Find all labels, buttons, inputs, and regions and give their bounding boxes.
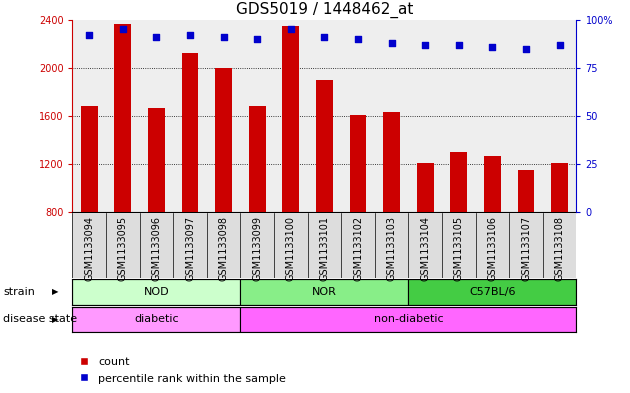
Text: non-diabetic: non-diabetic [374,314,444,324]
Title: GDS5019 / 1448462_at: GDS5019 / 1448462_at [236,2,413,18]
Text: NOR: NOR [312,287,337,297]
Point [219,34,229,40]
Bar [518,170,534,212]
Bar [72,307,241,332]
Text: GSM1133108: GSM1133108 [554,216,564,281]
Bar [282,26,299,212]
Bar [484,156,501,212]
Text: GSM1133107: GSM1133107 [521,216,531,281]
Bar [241,279,408,305]
Text: NOD: NOD [144,287,169,297]
Bar [241,307,576,332]
Point [286,26,296,32]
Point [84,32,94,38]
Text: GSM1133095: GSM1133095 [118,216,128,281]
Point [319,34,329,40]
Bar [383,112,400,212]
Point [353,36,363,42]
Text: GSM1133101: GSM1133101 [319,216,329,281]
Point [454,42,464,48]
Point [151,34,161,40]
Point [521,45,531,51]
Text: GSM1133098: GSM1133098 [219,216,229,281]
Text: GSM1133096: GSM1133096 [151,216,161,281]
Bar [148,108,165,212]
Point [118,26,128,32]
Text: diabetic: diabetic [134,314,179,324]
Point [252,36,262,42]
Bar [181,53,198,212]
Point [554,42,564,48]
Text: GSM1133094: GSM1133094 [84,216,94,281]
Text: disease state: disease state [3,314,77,324]
Legend: count, percentile rank within the sample: count, percentile rank within the sample [78,356,286,384]
Bar [72,279,241,305]
Point [420,42,430,48]
Point [185,32,195,38]
Bar [417,163,433,212]
Text: GSM1133106: GSM1133106 [488,216,498,281]
Text: GSM1133099: GSM1133099 [252,216,262,281]
Bar [81,106,98,212]
Text: GSM1133102: GSM1133102 [353,216,363,281]
Text: GSM1133104: GSM1133104 [420,216,430,281]
Bar [408,279,576,305]
Point [387,40,397,46]
Bar [450,152,467,212]
Text: strain: strain [3,287,35,297]
Text: ▶: ▶ [52,315,59,324]
Bar [115,24,131,212]
Text: GSM1133103: GSM1133103 [387,216,397,281]
Bar [249,106,266,212]
Text: ▶: ▶ [52,287,59,296]
Bar [316,80,333,212]
Text: C57BL/6: C57BL/6 [469,287,516,297]
Bar [215,68,232,212]
Point [488,44,498,50]
Bar [551,163,568,212]
Text: GSM1133100: GSM1133100 [286,216,296,281]
Bar [350,115,367,212]
Text: GSM1133105: GSM1133105 [454,216,464,281]
Text: GSM1133097: GSM1133097 [185,216,195,281]
